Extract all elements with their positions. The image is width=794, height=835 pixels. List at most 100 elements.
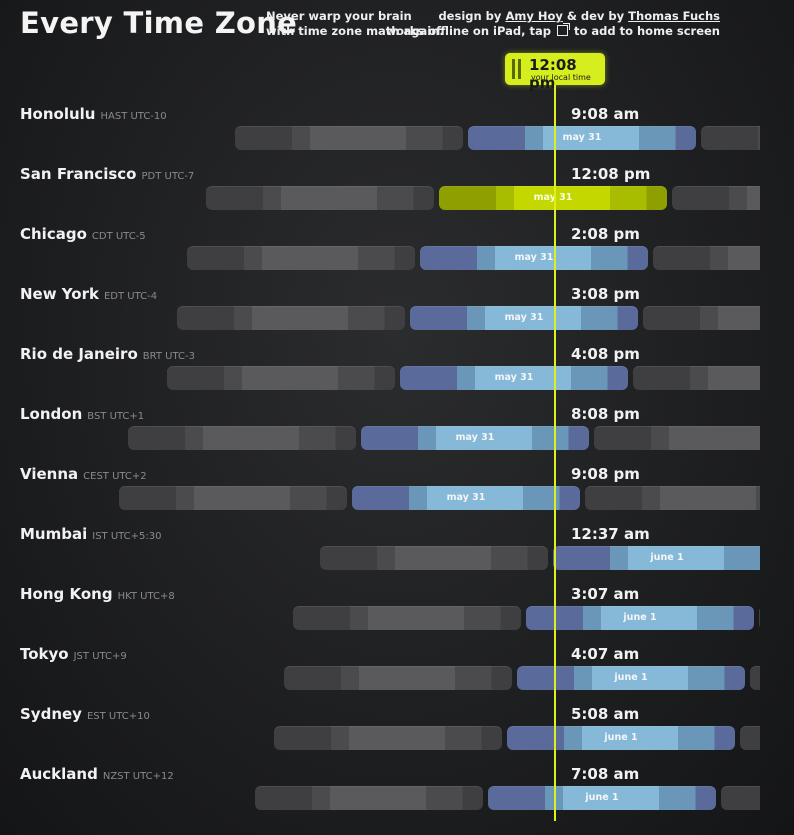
next-day-block[interactable] — [643, 306, 760, 330]
current-day-block[interactable]: june 1 — [526, 606, 754, 630]
day-timeline[interactable]: may 31 — [0, 186, 760, 210]
day-label: may 31 — [455, 432, 495, 443]
day-timeline[interactable]: may 31 — [0, 486, 760, 510]
previous-day-block[interactable] — [177, 306, 405, 330]
zone-abbreviation: EDT UTC-4 — [103, 291, 158, 302]
zone-time: 7:08 am — [571, 765, 640, 783]
city-name: New York EDT UTC-4 — [20, 285, 157, 303]
next-day-block[interactable] — [594, 426, 760, 450]
city-name: Chicago CDT UTC-5 — [20, 225, 146, 243]
time-zone-row: Hong Kong HKT UTC+8 3:07 am june 1 — [0, 585, 794, 645]
next-day-block[interactable] — [633, 366, 760, 390]
day-timeline[interactable]: may 31 — [0, 306, 760, 330]
next-day-block[interactable] — [672, 186, 760, 210]
zone-abbreviation: NZST UTC+12 — [102, 771, 174, 782]
city-name: Mumbai IST UTC+5:30 — [20, 525, 162, 543]
current-day-block[interactable]: may 31 — [420, 246, 648, 270]
designer-link[interactable]: Amy Hoy — [505, 9, 563, 23]
zone-abbreviation: BRT UTC-3 — [142, 351, 195, 362]
day-label: may 31 — [494, 372, 534, 383]
city-name: Vienna CEST UTC+2 — [20, 465, 147, 483]
developer-link[interactable]: Thomas Fuchs — [628, 9, 720, 23]
city-name: Rio de Janeiro BRT UTC-3 — [20, 345, 195, 363]
previous-day-block[interactable] — [255, 786, 483, 810]
next-day-block[interactable] — [721, 786, 760, 810]
credits-design-text: design by — [438, 9, 502, 23]
current-day-block[interactable]: may 31 — [410, 306, 638, 330]
zone-time: 2:08 pm — [571, 225, 640, 243]
day-timeline[interactable]: may 31 — [0, 246, 760, 270]
next-day-block[interactable] — [585, 486, 760, 510]
time-zone-row: New York EDT UTC-4 3:08 pm may 31 — [0, 285, 794, 345]
city-label: Vienna — [20, 465, 79, 483]
current-day-block[interactable]: may 31 — [439, 186, 667, 210]
next-day-block[interactable] — [653, 246, 760, 270]
zone-abbreviation: EST UTC+10 — [86, 711, 150, 722]
day-timeline[interactable]: june 1 — [0, 606, 760, 630]
previous-day-block[interactable] — [320, 546, 548, 570]
zone-time: 9:08 am — [571, 105, 640, 123]
zone-abbreviation: BST UTC+1 — [87, 411, 145, 422]
city-name: Sydney EST UTC+10 — [20, 705, 150, 723]
current-day-block[interactable]: june 1 — [488, 786, 716, 810]
city-label: Hong Kong — [20, 585, 113, 603]
day-label: june 1 — [585, 792, 619, 803]
day-timeline[interactable]: june 1 — [0, 726, 760, 750]
share-icon — [556, 23, 570, 36]
current-day-block[interactable]: may 31 — [468, 126, 696, 150]
previous-day-block[interactable] — [128, 426, 356, 450]
previous-day-block[interactable] — [167, 366, 395, 390]
current-day-block[interactable]: may 31 — [400, 366, 628, 390]
city-label: Sydney — [20, 705, 82, 723]
city-name: London BST UTC+1 — [20, 405, 144, 423]
zone-time: 4:07 am — [571, 645, 640, 663]
current-day-block[interactable]: may 31 — [352, 486, 580, 510]
day-label: may 31 — [514, 252, 554, 263]
previous-day-block[interactable] — [284, 666, 512, 690]
time-zone-row: Rio de Janeiro BRT UTC-3 4:08 pm may 31 — [0, 345, 794, 405]
city-label: Auckland — [20, 765, 98, 783]
app-title: Every Time Zone — [20, 6, 298, 40]
time-zone-row: Chicago CDT UTC-5 2:08 pm may 31 — [0, 225, 794, 285]
time-zone-row: Tokyo JST UTC+9 4:07 am june 1 — [0, 645, 794, 705]
current-day-block[interactable]: june 1 — [553, 546, 760, 570]
day-timeline[interactable]: june 1 — [0, 786, 760, 810]
next-day-block[interactable] — [701, 126, 760, 150]
next-day-block[interactable] — [750, 666, 760, 690]
local-time-label: your local time — [531, 73, 591, 82]
zone-abbreviation: HAST UTC-10 — [100, 111, 167, 122]
time-zone-row: London BST UTC+1 8:08 pm may 31 — [0, 405, 794, 465]
zone-time: 12:08 pm — [571, 165, 651, 183]
zone-time: 3:07 am — [571, 585, 640, 603]
city-label: London — [20, 405, 83, 423]
city-label: Honolulu — [20, 105, 96, 123]
local-time-handle[interactable]: 12:08 pm your local time — [505, 53, 605, 92]
current-day-block[interactable]: june 1 — [517, 666, 745, 690]
credits: design by Amy Hoy & dev by Thomas Fuchs … — [386, 9, 720, 39]
previous-day-block[interactable] — [274, 726, 502, 750]
previous-day-block[interactable] — [206, 186, 434, 210]
city-name: Hong Kong HKT UTC+8 — [20, 585, 175, 603]
day-timeline[interactable]: june 1 — [0, 666, 760, 690]
zone-time: 8:08 pm — [571, 405, 640, 423]
previous-day-block[interactable] — [119, 486, 347, 510]
credits-line-1: design by Amy Hoy & dev by Thomas Fuchs — [386, 9, 720, 24]
previous-day-block[interactable] — [187, 246, 415, 270]
next-day-block[interactable] — [759, 606, 760, 630]
day-timeline[interactable]: may 31 — [0, 126, 760, 150]
current-day-block[interactable]: may 31 — [361, 426, 589, 450]
previous-day-block[interactable] — [293, 606, 521, 630]
home-screen-text: to add to home screen — [573, 24, 720, 38]
day-label: june 1 — [650, 552, 684, 563]
day-timeline[interactable]: may 31 — [0, 366, 760, 390]
current-time-line[interactable] — [554, 85, 556, 821]
day-label: may 31 — [533, 192, 573, 203]
day-timeline[interactable]: may 31 — [0, 426, 760, 450]
city-name: Tokyo JST UTC+9 — [20, 645, 127, 663]
zone-abbreviation: PDT UTC-7 — [141, 171, 195, 182]
next-day-block[interactable] — [740, 726, 760, 750]
previous-day-block[interactable] — [235, 126, 463, 150]
city-name: San Francisco PDT UTC-7 — [20, 165, 194, 183]
day-timeline[interactable]: june 1 — [0, 546, 760, 570]
current-day-block[interactable]: june 1 — [507, 726, 735, 750]
